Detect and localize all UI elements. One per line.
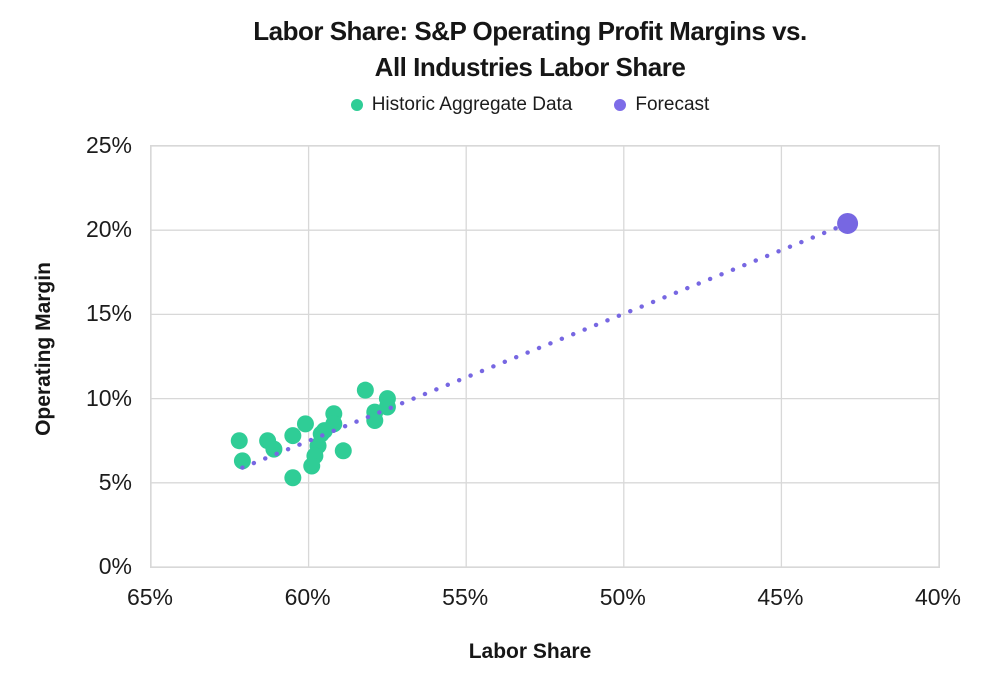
x-axis-tick-labels: 65% 60% 55% 50% 45% 40% (127, 583, 961, 613)
legend-item-historic: Historic Aggregate Data (350, 94, 573, 116)
y-tick-label: 15% (85, 300, 132, 327)
historic-data-point (325, 415, 343, 433)
historic-data-point (233, 452, 251, 470)
plot-area (150, 145, 940, 568)
y-tick-label: 25% (85, 132, 132, 158)
historic-data-point (378, 398, 396, 416)
y-tick-label: 20% (85, 216, 132, 243)
historic-data-point (230, 432, 248, 450)
legend-label-forecast: Forecast (635, 94, 710, 115)
x-tick-label: 50% (599, 584, 646, 610)
legend-label-historic: Historic Aggregate Data (371, 94, 573, 115)
chart-title-line1: Labor Share: S&P Operating Profit Margin… (253, 16, 807, 46)
historic-data-point (296, 415, 314, 433)
x-tick-label: 45% (757, 584, 804, 610)
x-tick-label: 40% (914, 584, 962, 610)
historic-data-point (366, 411, 384, 429)
forecast-data-point (837, 212, 859, 234)
chart-title-line2: All Industries Labor Share (374, 52, 686, 82)
historic-series-marker-icon (350, 99, 363, 111)
chart-title: Labor Share: S&P Operating Profit Margin… (90, 13, 970, 85)
historic-data-point (265, 440, 283, 458)
forecast-trendline (240, 221, 850, 470)
legend: Historic Aggregate Data Forecast (90, 94, 970, 116)
legend-item-forecast: Forecast (614, 94, 709, 116)
historic-data-point (334, 442, 352, 460)
historic-data-point (303, 457, 321, 475)
x-tick-label: 55% (442, 584, 489, 610)
historic-data-point (356, 381, 374, 399)
forecast-series-marker-icon (614, 99, 627, 111)
y-tick-label: 10% (85, 384, 132, 411)
historic-data-point (284, 427, 302, 445)
x-axis-title: Labor Share (468, 640, 592, 663)
x-tick-label: 60% (284, 584, 331, 610)
y-tick-label: 0% (98, 553, 132, 579)
y-axis-tick-labels: 0% 5% 10% 15% 20% 25% (0, 132, 132, 579)
x-tick-label: 65% (126, 584, 174, 610)
historic-data-point (284, 469, 302, 487)
y-tick-label: 5% (98, 468, 132, 495)
scatter-plot-canvas (151, 146, 939, 567)
